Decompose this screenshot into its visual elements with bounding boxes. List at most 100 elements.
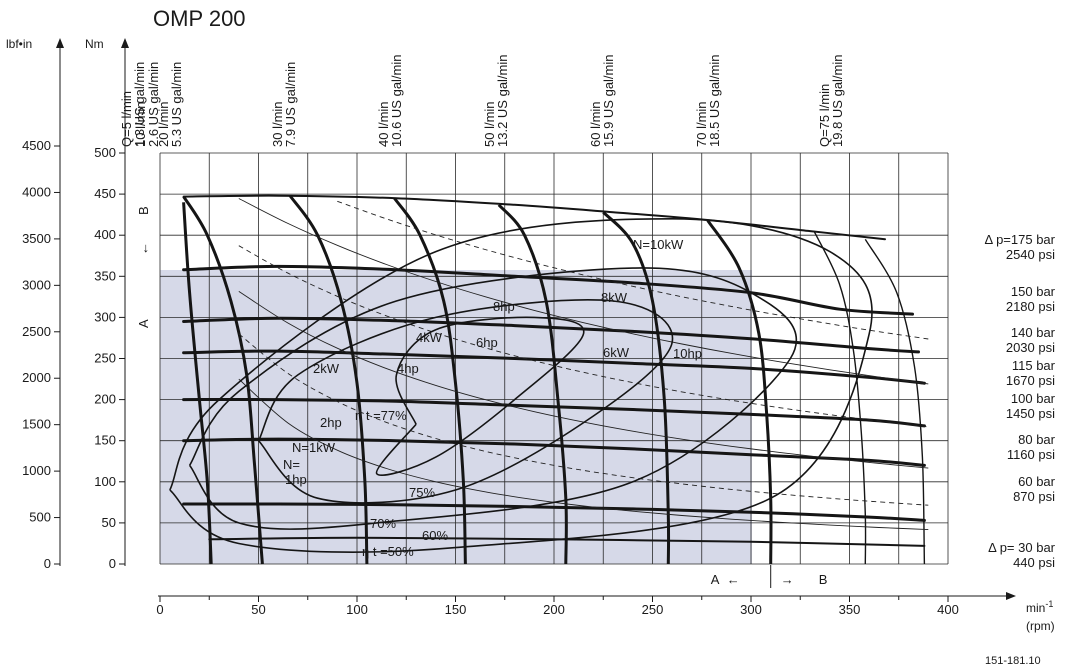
zone-b-label: B <box>136 206 151 215</box>
efficiency-island <box>375 316 585 476</box>
torque-curve <box>182 316 920 354</box>
torque-curve <box>182 502 926 522</box>
power-label: N=1kW <box>292 440 336 455</box>
pressure-psi-label: 870 psi <box>1013 489 1055 504</box>
x-tick-label: 350 <box>839 602 861 617</box>
nm-tick-label: 150 <box>94 433 116 448</box>
x-axis-arrow <box>1006 592 1016 600</box>
flow-label: 18.5 US gal/min <box>707 55 722 148</box>
lbf-tick-label: 2500 <box>22 324 51 339</box>
power-label: 6hp <box>476 335 498 350</box>
x-tick-label: 0 <box>156 602 163 617</box>
x-tick-label: 300 <box>740 602 762 617</box>
power-label: N=10kW <box>633 237 684 252</box>
x-tick-label: 150 <box>445 602 467 617</box>
x-tick-label: 400 <box>937 602 959 617</box>
nm-tick-label: 500 <box>94 145 116 160</box>
efficiency-label: 70% <box>370 516 396 531</box>
torque-curve <box>182 397 926 428</box>
zone-a-arrow: ← <box>136 242 151 255</box>
efficiency-island <box>188 267 798 530</box>
flow-label: 30 l/min <box>270 101 285 147</box>
flow-label: 5.3 US gal/min <box>169 62 184 147</box>
axes: 0 50 100 150 200 250 300 350 4000501001502002503… <box>22 38 1016 617</box>
lbf-tick-label: 1000 <box>22 463 51 478</box>
flow-curve <box>706 219 773 565</box>
pressure-psi-label: 2030 psi <box>1006 340 1055 355</box>
flow-label: 19.8 US gal/min <box>830 55 845 148</box>
power-label: 2hp <box>320 415 342 430</box>
nm-tick-label: 450 <box>94 186 116 201</box>
nm-tick-label: 100 <box>94 474 116 489</box>
power-curve <box>238 378 929 531</box>
efficiency-island <box>169 217 873 553</box>
flow-label: 1.3 US gal/min <box>132 62 147 147</box>
x-axis-label-superscript: -1 <box>1045 599 1053 609</box>
flow-label: 7.9 US gal/min <box>283 62 298 147</box>
zone-b-bottom-label: B <box>819 572 828 587</box>
flow-label: 2.6 US gal/min <box>146 62 161 147</box>
flow-label: Q=5 l/min <box>119 91 134 147</box>
pressure-psi-label: 2180 psi <box>1006 299 1055 314</box>
flow-label: 15.9 US gal/min <box>601 55 616 148</box>
power-curve <box>238 245 929 428</box>
flow-curve <box>288 194 369 565</box>
lbf-tick-label: 4500 <box>22 138 51 153</box>
flow-curve <box>864 238 926 565</box>
torque-curve <box>182 194 886 241</box>
pressure-bar-label: 100 bar <box>1011 391 1056 406</box>
zone-left-arrow: ← <box>727 572 740 587</box>
y-axis-label-nm: Nm <box>85 37 104 51</box>
lbf-tick-label: 2000 <box>22 370 51 385</box>
power-label: 8hp <box>493 299 515 314</box>
flow-label: 13.2 US gal/min <box>495 55 510 148</box>
power-label: 4hp <box>397 361 419 376</box>
pressure-bar-label: 80 bar <box>1018 432 1056 447</box>
efficiency-label: 75% <box>409 485 435 500</box>
flow-label: 10.6 US gal/min <box>389 55 404 148</box>
x-axis-unit: (rpm) <box>1026 619 1055 633</box>
lbf-tick-label: 1500 <box>22 417 51 432</box>
efficiency-island <box>257 299 674 504</box>
y-axis-label-lbf: lbf•in <box>6 37 32 51</box>
nm-tick-label: 350 <box>94 268 116 283</box>
chart-title: OMP 200 <box>153 6 246 31</box>
zone-a-bottom-label: A <box>711 572 720 587</box>
pressure-bar-label: 115 bar <box>1012 358 1056 373</box>
flow-curve <box>813 230 867 565</box>
x-axis-label: min-1 <box>1026 599 1053 615</box>
power-curve <box>238 333 929 506</box>
pressure-bar-label: 140 bar <box>1011 325 1056 340</box>
efficiency-label: η t =50% <box>362 544 414 559</box>
grid <box>159 152 949 565</box>
lbf-tick-label: 3500 <box>22 231 51 246</box>
power-label: 1hp <box>285 472 307 487</box>
pressure-bar-label: Δ p=175 bar <box>985 232 1056 247</box>
pressure-bar-label: 150 bar <box>1011 284 1056 299</box>
lbf-tick-label: 0 <box>44 556 51 571</box>
flow-curve <box>182 195 264 565</box>
nm-tick-label: 400 <box>94 227 116 242</box>
pressure-psi-label: 1160 psi <box>1007 447 1055 462</box>
flow-label: 10 l/min <box>133 101 148 147</box>
pressure-bar-label: 60 bar <box>1018 474 1056 489</box>
flow-label: 70 l/min <box>694 101 709 147</box>
nm-axis-arrow <box>121 38 129 48</box>
torque-curve <box>182 264 914 316</box>
power-label: 4kW <box>416 330 443 345</box>
shaded-continuous-region <box>160 270 752 564</box>
flow-label: 60 l/min <box>588 101 603 147</box>
pressure-psi-label: 1670 psi <box>1006 373 1055 388</box>
power-curve <box>337 200 929 340</box>
lbf-tick-label: 3000 <box>22 277 51 292</box>
x-tick-label: 50 <box>251 602 265 617</box>
nm-tick-label: 200 <box>94 392 116 407</box>
nm-tick-label: 0 <box>109 556 116 571</box>
figure-reference: 151-181.10 <box>985 655 1041 667</box>
lbf-tick-label: 4000 <box>22 184 51 199</box>
flow-label: Q=75 l/min <box>817 84 832 147</box>
power-label: 10hp <box>673 346 702 361</box>
power-curve <box>238 198 929 385</box>
